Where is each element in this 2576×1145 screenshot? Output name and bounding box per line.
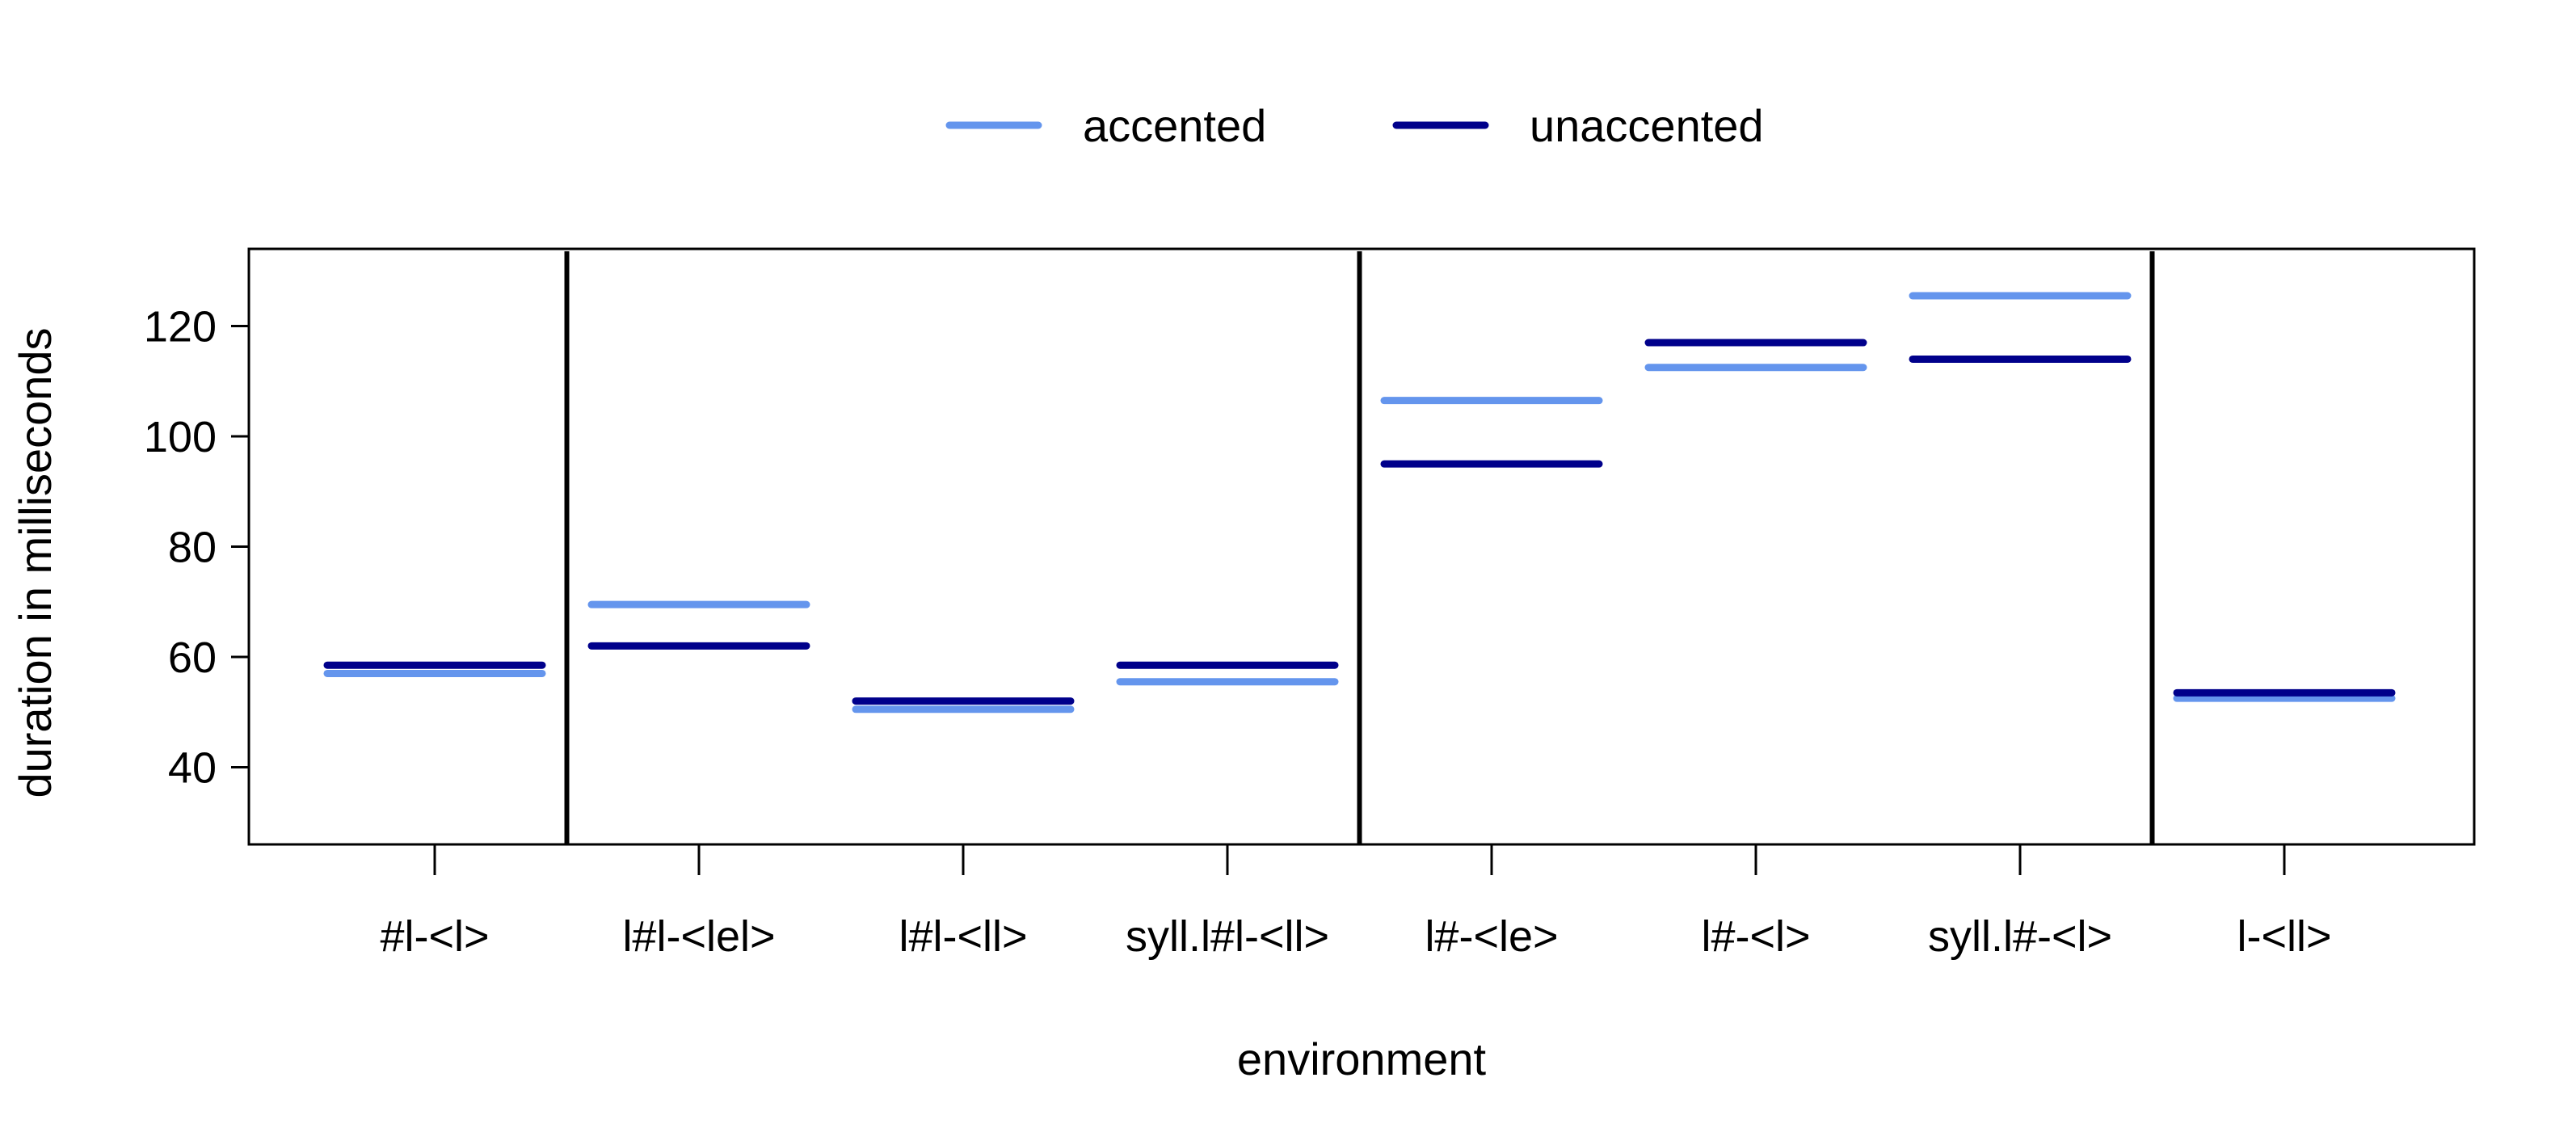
y-axis: 40 60 80 100 120 (144, 303, 249, 792)
y-axis-title: duration in milliseconds (10, 327, 61, 798)
legend-label-unaccented: unaccented (1530, 100, 1764, 151)
x-axis-title: environment (1237, 1033, 1487, 1084)
legend: accented unaccented (945, 100, 1764, 151)
x-tick-label: l#-<le> (1425, 912, 1558, 961)
x-tick-label: #l-<l> (380, 912, 489, 961)
y-tick-label: 40 (168, 743, 217, 792)
y-tick-label: 120 (144, 303, 217, 351)
x-axis: #l-<l> l#l-<lel> l#l-<ll> syll.l#l-<ll> l#-<… (380, 844, 2332, 961)
y-tick-label: 100 (144, 413, 217, 461)
x-tick-label: l#l-<lel> (622, 912, 775, 961)
y-tick-label: 80 (168, 524, 217, 572)
x-tick-label: l#-<l> (1701, 912, 1810, 961)
y-tick-label: 60 (168, 634, 217, 682)
group-separators (564, 251, 2155, 845)
x-tick-label: syll.l#-<l> (1928, 912, 2112, 961)
series-marks (323, 292, 2396, 714)
x-tick-label: l#l-<ll> (899, 912, 1027, 961)
legend-label-accented: accented (1083, 100, 1266, 151)
x-tick-label: l-<ll> (2237, 912, 2331, 961)
x-tick-label: syll.l#l-<ll> (1126, 912, 1329, 961)
